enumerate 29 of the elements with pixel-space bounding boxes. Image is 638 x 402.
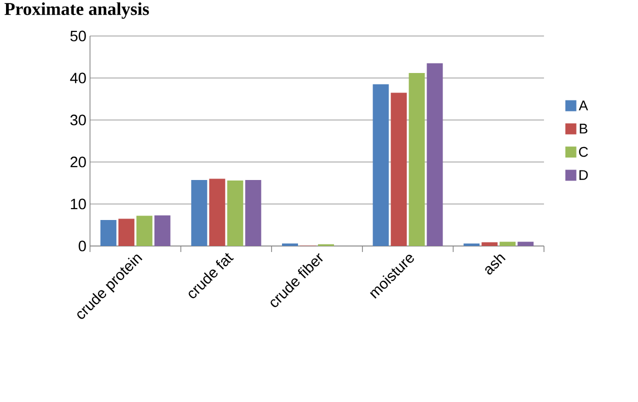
x-tick-label: ash xyxy=(485,254,506,275)
bar xyxy=(372,84,389,246)
legend-label: B xyxy=(580,124,588,134)
bar xyxy=(227,180,244,246)
bar xyxy=(390,92,407,246)
y-tick-label: 50 xyxy=(70,30,86,42)
bar xyxy=(464,243,480,246)
bar xyxy=(191,180,208,246)
bar xyxy=(282,243,298,246)
legend-label: D xyxy=(579,170,588,180)
y-tick-label: 10 xyxy=(70,198,86,210)
y-tick-label: 30 xyxy=(70,114,86,126)
chart-title: Proximate analysis xyxy=(4,2,149,19)
bar xyxy=(100,220,116,246)
legend-label: A xyxy=(578,100,588,110)
y-tick-label: 20 xyxy=(70,156,86,168)
bar xyxy=(118,218,134,246)
bar xyxy=(426,63,443,246)
bar xyxy=(154,215,170,246)
legend-label: C xyxy=(579,146,588,157)
bar xyxy=(136,216,152,246)
y-tick-label: 40 xyxy=(70,72,86,84)
y-tick-label: 0 xyxy=(78,240,86,252)
bar xyxy=(408,72,425,246)
bar xyxy=(209,178,226,246)
bar xyxy=(245,180,262,246)
bar xyxy=(500,242,516,246)
bar xyxy=(482,242,498,246)
bar xyxy=(518,242,534,246)
